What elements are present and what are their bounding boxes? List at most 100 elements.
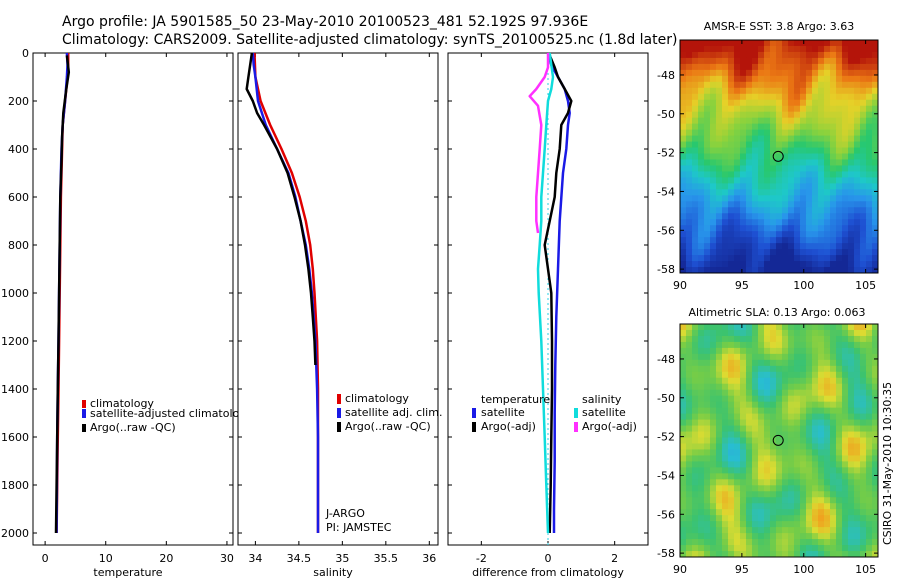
heatmap-cell: [758, 153, 765, 160]
heatmap-cell: [680, 359, 687, 367]
heatmap-cell: [704, 243, 711, 250]
heatmap-cell: [806, 207, 813, 214]
map-x-tick-label: 95: [735, 563, 749, 576]
heatmap-cell: [710, 527, 717, 534]
heatmap-cell: [818, 515, 825, 522]
sst-map-frame: [679, 39, 879, 274]
heatmap-cell: [752, 213, 759, 220]
heatmap-cell: [770, 467, 777, 474]
heatmap-cell: [794, 431, 801, 439]
heatmap-cell: [842, 147, 849, 155]
heatmap-cell: [752, 509, 759, 516]
heatmap-cell: [776, 383, 783, 391]
heatmap-cell: [788, 219, 795, 226]
salinity-y-ticks: [238, 52, 438, 534]
heatmap-cell: [812, 377, 819, 385]
heatmap-cell: [686, 437, 693, 444]
heatmap-cell: [800, 425, 807, 433]
heatmap-cell: [788, 335, 795, 343]
heatmap-cell: [698, 243, 705, 250]
heatmap-cell: [830, 87, 837, 95]
heatmap-cell: [752, 261, 759, 268]
heatmap-cell: [860, 401, 867, 409]
heatmap-cell: [764, 141, 771, 149]
heatmap-cell: [734, 45, 741, 53]
heatmap-cell: [770, 389, 777, 397]
heatmap-cell: [728, 443, 735, 450]
heatmap-cell: [866, 207, 873, 214]
heatmap-cell: [836, 365, 843, 373]
heatmap-cell: [872, 545, 879, 552]
heatmap-cell: [860, 177, 867, 184]
heatmap-cell: [788, 45, 795, 53]
heatmap-cell: [794, 521, 801, 528]
heatmap-cell: [752, 539, 759, 546]
heatmap-cell: [830, 503, 837, 510]
heatmap-cell: [860, 551, 867, 558]
heatmap-cell: [800, 395, 807, 403]
heatmap-cell: [752, 335, 759, 343]
heatmap-cell: [812, 329, 819, 337]
heatmap-cell: [722, 165, 729, 172]
heatmap-cell: [782, 183, 789, 190]
heatmap-cell: [692, 389, 699, 397]
heatmap-cell: [752, 341, 759, 349]
heatmap-cell: [680, 171, 687, 178]
heatmap-cell: [782, 551, 789, 558]
heatmap-cell: [812, 479, 819, 486]
heatmap-cell: [794, 389, 801, 397]
heatmap-cell: [710, 449, 717, 456]
heatmap-cell: [800, 153, 807, 160]
heatmap-cell: [848, 171, 855, 178]
heatmap-cell: [704, 521, 711, 528]
heatmap-cell: [812, 473, 819, 480]
heatmap-cell: [734, 497, 741, 504]
heatmap-cell: [824, 521, 831, 528]
heatmap-cell: [794, 141, 801, 149]
heatmap-cell: [722, 539, 729, 546]
heatmap-cell: [686, 389, 693, 397]
heatmap-cell: [764, 213, 771, 220]
heatmap-cell: [746, 431, 753, 439]
heatmap-cell: [788, 147, 795, 155]
heatmap-cell: [818, 359, 825, 367]
heatmap-cell: [866, 509, 873, 516]
heatmap-cell: [788, 195, 795, 202]
heatmap-cell: [716, 401, 723, 409]
heatmap-cell: [776, 105, 783, 113]
heatmap-cell: [836, 407, 843, 415]
heatmap-cell: [728, 425, 735, 433]
heatmap-cell: [800, 377, 807, 385]
heatmap-cell: [782, 243, 789, 250]
heatmap-cell: [716, 177, 723, 184]
heatmap-cell: [704, 171, 711, 178]
heatmap-cell: [770, 509, 777, 516]
heatmap-cell: [770, 461, 777, 468]
heatmap-cell: [704, 431, 711, 439]
heatmap-cell: [788, 183, 795, 190]
heatmap-cell: [758, 40, 765, 47]
heatmap-cell: [848, 527, 855, 534]
heatmap-cell: [728, 129, 735, 137]
heatmap-cell: [800, 329, 807, 337]
heatmap-cell: [848, 353, 855, 361]
heatmap-cell: [686, 189, 693, 196]
heatmap-cell: [824, 347, 831, 355]
heatmap-cell: [746, 503, 753, 510]
heatmap-cell: [860, 479, 867, 486]
heatmap-cell: [794, 249, 801, 256]
heatmap-cell: [680, 243, 687, 250]
heatmap-cell: [740, 63, 747, 71]
heatmap-cell: [776, 551, 783, 558]
heatmap-cell: [680, 509, 687, 516]
heatmap-cell: [758, 467, 765, 474]
heatmap-cell: [854, 347, 861, 355]
heatmap-cell: [788, 551, 795, 558]
heatmap-cell: [800, 485, 807, 492]
heatmap-cell: [788, 521, 795, 528]
heatmap-cell: [716, 503, 723, 510]
heatmap-cell: [752, 497, 759, 504]
heatmap-cell: [794, 395, 801, 403]
heatmap-cell: [776, 395, 783, 403]
heatmap-cell: [866, 213, 873, 220]
